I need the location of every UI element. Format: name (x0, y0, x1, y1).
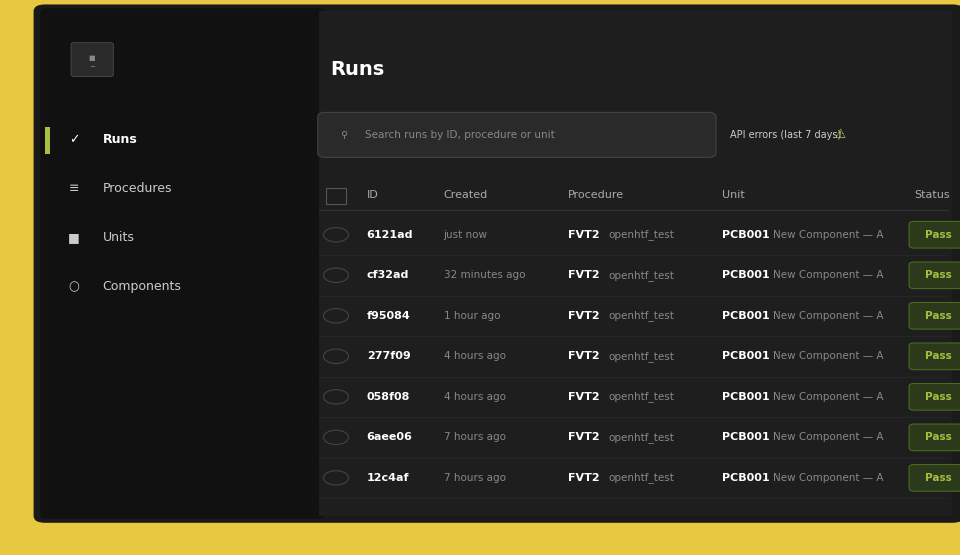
Text: just now: just now (444, 230, 488, 240)
Bar (45, 127, 50, 154)
Text: 32 minutes ago: 32 minutes ago (444, 270, 525, 280)
Text: 1 hour ago: 1 hour ago (444, 311, 500, 321)
FancyBboxPatch shape (40, 8, 324, 519)
Text: 7 hours ago: 7 hours ago (444, 432, 506, 442)
Text: PCB001: PCB001 (722, 230, 770, 240)
Text: ■: ■ (68, 231, 80, 244)
Text: ─: ─ (90, 64, 94, 69)
Text: FVT2: FVT2 (568, 311, 600, 321)
Text: ⚲: ⚲ (340, 130, 347, 140)
Text: Runs: Runs (330, 60, 385, 79)
Text: New Component — A: New Component — A (773, 473, 883, 483)
Text: 277f09: 277f09 (367, 351, 411, 361)
Text: openhtf_test: openhtf_test (609, 432, 675, 443)
Text: New Component — A: New Component — A (773, 270, 883, 280)
Text: New Component — A: New Component — A (773, 230, 883, 240)
Text: 4 hours ago: 4 hours ago (444, 392, 506, 402)
Text: Status: Status (914, 190, 949, 200)
Text: 12c4af: 12c4af (367, 473, 409, 483)
Text: Procedures: Procedures (103, 182, 172, 195)
Text: PCB001: PCB001 (722, 351, 770, 361)
Text: New Component — A: New Component — A (773, 392, 883, 402)
Text: Units: Units (103, 231, 134, 244)
Text: openhtf_test: openhtf_test (609, 391, 675, 402)
Text: 6aee06: 6aee06 (367, 432, 413, 442)
Text: PCB001: PCB001 (722, 473, 770, 483)
Text: FVT2: FVT2 (568, 270, 600, 280)
Text: 7 hours ago: 7 hours ago (444, 473, 506, 483)
Text: openhtf_test: openhtf_test (609, 229, 675, 240)
Text: New Component — A: New Component — A (773, 311, 883, 321)
Text: PCB001: PCB001 (722, 432, 770, 442)
Text: PCB001: PCB001 (722, 270, 770, 280)
Text: Pass: Pass (924, 351, 951, 361)
Text: ID: ID (367, 190, 378, 200)
Text: openhtf_test: openhtf_test (609, 472, 675, 483)
Text: Unit: Unit (722, 190, 745, 200)
FancyBboxPatch shape (909, 465, 960, 491)
Text: ⚠: ⚠ (834, 128, 846, 142)
Text: 6121ad: 6121ad (367, 230, 413, 240)
Text: ■: ■ (89, 56, 95, 61)
Text: FVT2: FVT2 (568, 473, 600, 483)
Text: ○: ○ (68, 280, 80, 293)
FancyBboxPatch shape (909, 262, 960, 289)
Text: Created: Created (444, 190, 488, 200)
Text: 4 hours ago: 4 hours ago (444, 351, 506, 361)
Text: Pass: Pass (924, 311, 951, 321)
Text: openhtf_test: openhtf_test (609, 351, 675, 362)
Text: FVT2: FVT2 (568, 392, 600, 402)
Text: FVT2: FVT2 (568, 230, 600, 240)
FancyBboxPatch shape (909, 343, 960, 370)
Text: ✓: ✓ (69, 133, 79, 147)
Text: Pass: Pass (924, 230, 951, 240)
FancyBboxPatch shape (909, 424, 960, 451)
Text: Pass: Pass (924, 432, 951, 442)
Text: Pass: Pass (924, 473, 951, 483)
FancyBboxPatch shape (34, 4, 960, 523)
FancyBboxPatch shape (319, 11, 952, 516)
Text: openhtf_test: openhtf_test (609, 270, 675, 281)
Text: 058f08: 058f08 (367, 392, 410, 402)
Text: FVT2: FVT2 (568, 351, 600, 361)
FancyBboxPatch shape (71, 43, 113, 77)
Text: PCB001: PCB001 (722, 392, 770, 402)
Text: Pass: Pass (924, 270, 951, 280)
Text: API errors (last 7 days):: API errors (last 7 days): (731, 130, 845, 140)
FancyBboxPatch shape (909, 221, 960, 248)
Text: Procedure: Procedure (568, 190, 624, 200)
Text: FVT2: FVT2 (568, 432, 600, 442)
FancyBboxPatch shape (909, 384, 960, 410)
Text: ≡: ≡ (69, 182, 79, 195)
Text: cf32ad: cf32ad (367, 270, 409, 280)
Text: PCB001: PCB001 (722, 311, 770, 321)
Text: Pass: Pass (924, 392, 951, 402)
Text: Runs: Runs (103, 133, 137, 147)
FancyBboxPatch shape (909, 302, 960, 329)
Text: Components: Components (103, 280, 181, 293)
Text: openhtf_test: openhtf_test (609, 310, 675, 321)
Text: New Component — A: New Component — A (773, 351, 883, 361)
Text: Search runs by ID, procedure or unit: Search runs by ID, procedure or unit (365, 130, 555, 140)
Text: f95084: f95084 (367, 311, 411, 321)
Text: New Component — A: New Component — A (773, 432, 883, 442)
FancyBboxPatch shape (318, 112, 716, 158)
